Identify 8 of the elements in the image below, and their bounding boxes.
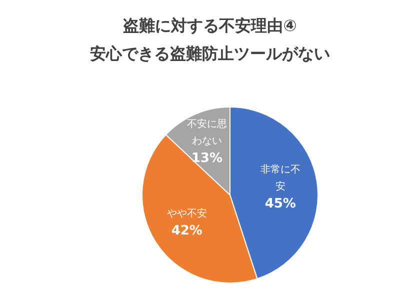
slice-label: 不安に思わない [186,118,227,148]
slice-label: 非常に不安 [260,164,300,193]
data-label: 42% [171,223,202,238]
chart-title: 盗難に対する不安理由④ [122,15,298,37]
chart-subtitle: 安心できる盗難防止ツールがない [89,43,331,65]
slice-label: やや不安 [166,207,207,220]
data-label: 13% [191,151,222,166]
data-label: 45% [264,196,296,212]
